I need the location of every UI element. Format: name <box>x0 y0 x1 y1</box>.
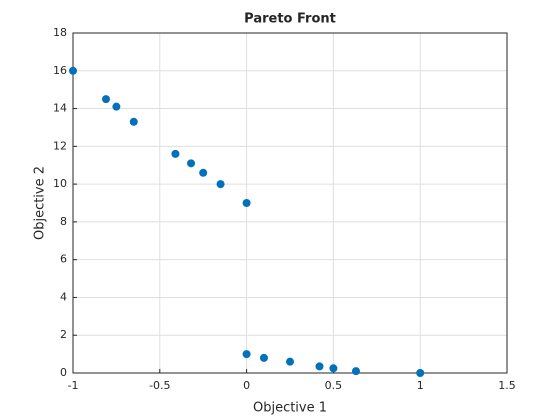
point <box>171 149 180 158</box>
y-axis-label: Objective 2 <box>33 166 48 240</box>
point <box>259 353 268 362</box>
y-tick-label: 16 <box>53 64 67 77</box>
point <box>69 66 77 75</box>
chart-title: Pareto Front <box>244 12 336 27</box>
point <box>187 159 196 168</box>
y-tick-label: 6 <box>60 253 67 266</box>
x-tick-label: 1 <box>417 379 424 392</box>
y-tick-label: 4 <box>60 290 67 303</box>
point <box>112 102 121 111</box>
point <box>315 362 324 371</box>
y-tick-label: 10 <box>53 177 67 190</box>
y-tick-label: 14 <box>53 102 67 115</box>
x-axis-label: Objective 1 <box>253 401 327 416</box>
point <box>329 364 338 373</box>
point <box>286 357 294 366</box>
y-tick-label: 12 <box>53 139 67 152</box>
x-tick-label: 1.5 <box>498 379 516 392</box>
point <box>242 350 251 359</box>
x-tick-label: -0.5 <box>149 379 170 392</box>
x-tick-label: -1 <box>68 379 79 392</box>
point <box>129 117 138 126</box>
point <box>101 95 110 104</box>
point <box>216 180 225 189</box>
point <box>416 369 425 377</box>
axes-box <box>72 32 508 374</box>
point <box>242 199 251 207</box>
point <box>351 367 360 376</box>
y-tick-label: 2 <box>60 328 67 341</box>
x-tick-label: 0 <box>243 379 250 392</box>
y-tick-label: 0 <box>60 366 67 379</box>
x-tick-label: 0.5 <box>325 379 343 392</box>
point <box>199 168 208 177</box>
y-tick-label: 18 <box>53 26 67 39</box>
y-tick-label: 8 <box>60 215 67 228</box>
